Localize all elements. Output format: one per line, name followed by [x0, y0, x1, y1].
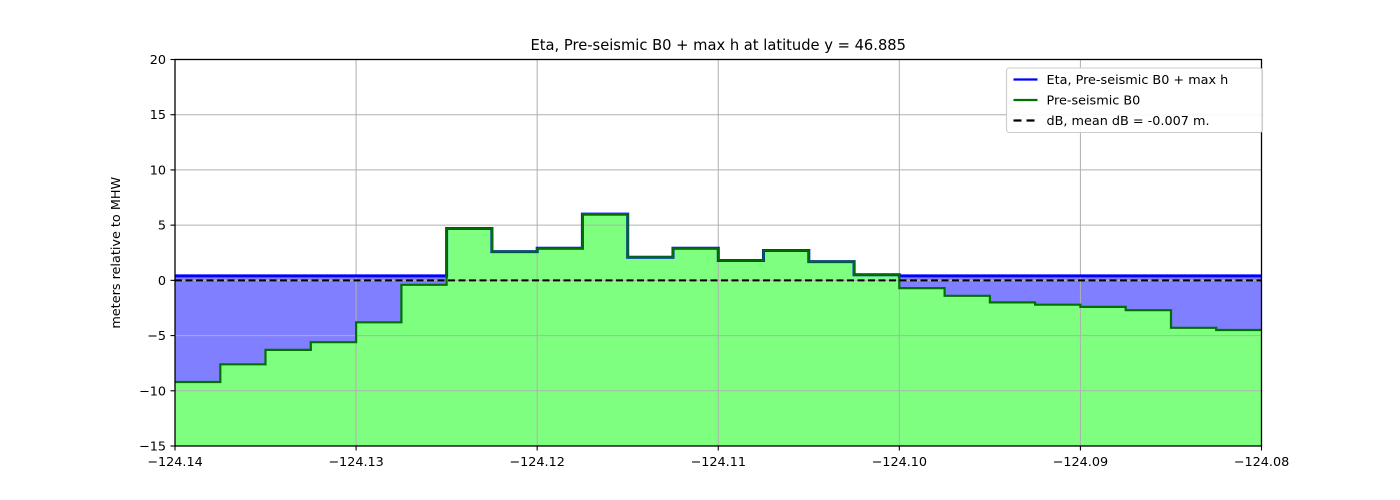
y-axis-label: meters relative to MHW — [109, 177, 124, 329]
x-tick-label: −124.08 — [1234, 455, 1290, 470]
y-tick-label: −10 — [139, 384, 166, 399]
y-tick-label: 5 — [158, 219, 166, 234]
y-tick-label: 20 — [150, 53, 166, 68]
y-tick-label: 15 — [150, 108, 166, 123]
legend-box — [1005, 67, 1264, 134]
x-tick-label: −124.09 — [1053, 455, 1109, 470]
chart-title: Eta, Pre-seismic B0 + max h at latitude … — [531, 37, 906, 54]
x-tick-label: −124.12 — [509, 455, 565, 470]
legend-entry-label: Eta, Pre-seismic B0 + max h — [1047, 73, 1229, 88]
x-tick-label: −124.11 — [691, 455, 747, 470]
y-tick-label: −5 — [147, 329, 166, 344]
legend-entry-label: Pre-seismic B0 — [1047, 94, 1141, 109]
water-fill-area — [175, 214, 1262, 382]
x-tick-label: −124.13 — [328, 455, 384, 470]
x-tick-label: −124.14 — [147, 455, 203, 470]
y-tick-label: 0 — [158, 274, 166, 289]
b0-line — [175, 213, 1262, 384]
x-tick-label: −124.10 — [872, 455, 928, 470]
y-tick-label: −15 — [139, 440, 166, 455]
legend-entry-label: dB, mean dB = -0.007 m. — [1047, 114, 1210, 129]
y-tick-label: 10 — [150, 163, 166, 178]
